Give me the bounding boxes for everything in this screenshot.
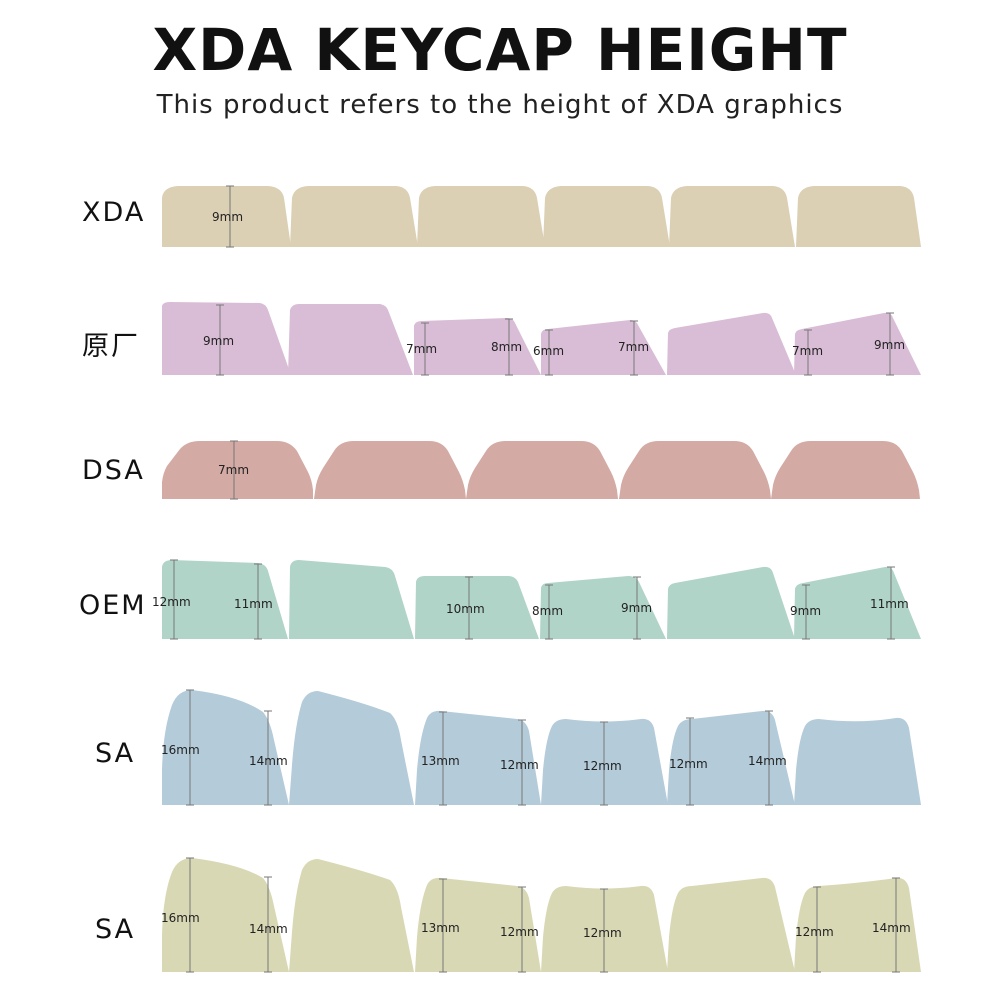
- keycap-profile: [289, 859, 414, 972]
- keycap-profile: [667, 877, 795, 972]
- keycap-profile: [796, 186, 921, 247]
- keycap-profile: [794, 566, 921, 639]
- measurement-group: 9mm 7mm 8mm 6mm 7mm 7mm 9mm: [203, 304, 905, 376]
- keycap-profile: [667, 710, 795, 805]
- height-label: 14mm: [748, 754, 787, 768]
- keycap-profile: [314, 441, 466, 499]
- keycap-profile: [619, 441, 771, 499]
- keycap-profile: [162, 560, 288, 639]
- height-label: 16mm: [161, 743, 200, 757]
- height-label: 9mm: [874, 338, 905, 352]
- page-subtitle: This product refers to the height of XDA…: [156, 90, 844, 120]
- keycap-profile: [162, 441, 313, 499]
- keycap-profile: [289, 560, 414, 639]
- height-label: 9mm: [203, 334, 234, 348]
- height-label: 8mm: [532, 604, 563, 618]
- keycap-profile: [541, 320, 666, 375]
- height-label: 12mm: [583, 759, 622, 773]
- keycap-row-oem-factory: [162, 302, 921, 375]
- row-label-xda: XDA: [82, 197, 145, 228]
- keycap-profile: [415, 877, 541, 972]
- page-title: XDA KEYCAP HEIGHT: [152, 16, 848, 84]
- keycap-profile: [162, 302, 291, 375]
- measurement-group: 7mm: [218, 440, 249, 500]
- keycap-row-sa-1: [162, 690, 921, 805]
- row-label-oem-factory: 原厂: [82, 331, 140, 362]
- height-label: 13mm: [421, 921, 460, 935]
- height-label: 12mm: [152, 595, 191, 609]
- keycap-profile: [794, 312, 921, 375]
- keycap-row-sa-2: [162, 858, 921, 972]
- keycap-profile: [288, 304, 413, 375]
- height-label: 7mm: [792, 344, 823, 358]
- height-label: 14mm: [872, 921, 911, 935]
- height-label: 9mm: [212, 210, 243, 224]
- height-label: 11mm: [870, 597, 909, 611]
- height-label: 14mm: [249, 922, 288, 936]
- height-label: 9mm: [790, 604, 821, 618]
- keycap-row-oem: [162, 560, 921, 639]
- row-label-dsa: DSA: [82, 455, 145, 486]
- keycap-profile: [417, 186, 545, 247]
- keycap-row-dsa: [162, 441, 920, 499]
- height-label: 7mm: [618, 340, 649, 354]
- keycap-profile: [771, 441, 920, 499]
- height-label: 12mm: [669, 757, 708, 771]
- keycap-profile: [669, 186, 795, 247]
- keycap-profile: [289, 691, 414, 805]
- height-label: 16mm: [161, 911, 200, 925]
- keycap-profile: [162, 186, 291, 247]
- height-label: 7mm: [406, 342, 437, 356]
- measurement-group: 16mm 14mm 13mm 12mm 12mm 12mm 14mm: [161, 689, 787, 806]
- height-label: 11mm: [234, 597, 273, 611]
- keycap-profile: [543, 186, 670, 247]
- keycap-profile: [415, 710, 541, 805]
- height-label: 12mm: [795, 925, 834, 939]
- height-label: 12mm: [500, 925, 539, 939]
- height-label: 7mm: [218, 463, 249, 477]
- keycap-profile: [667, 566, 795, 639]
- row-label-sa-2: SA: [95, 914, 135, 945]
- keycap-profile: [667, 312, 796, 375]
- height-label: 14mm: [249, 754, 288, 768]
- keycap-profile: [794, 717, 921, 805]
- keycap-profile: [162, 858, 289, 972]
- row-label-sa-1: SA: [95, 738, 135, 769]
- keycap-profile: [540, 576, 666, 639]
- height-label: 9mm: [621, 601, 652, 615]
- keycap-row-xda: [162, 186, 921, 247]
- row-label-oem: OEM: [79, 590, 147, 621]
- measurement-group: 9mm: [212, 185, 243, 248]
- keycap-profile: [290, 186, 418, 247]
- keycap-profile: [162, 690, 289, 805]
- keycap-profile: [794, 877, 921, 972]
- height-label: 10mm: [446, 602, 485, 616]
- measurement-group: 12mm 11mm 10mm 8mm 9mm 9mm 11mm: [152, 559, 909, 640]
- measurement-group: 16mm 14mm 13mm 12mm 12mm 12mm 14mm: [161, 857, 911, 973]
- height-label: 12mm: [500, 758, 539, 772]
- keycap-profile: [466, 441, 618, 499]
- keycap-profile: [415, 576, 539, 639]
- height-label: 13mm: [421, 754, 460, 768]
- height-label: 6mm: [533, 344, 564, 358]
- height-label: 12mm: [583, 926, 622, 940]
- height-label: 8mm: [491, 340, 522, 354]
